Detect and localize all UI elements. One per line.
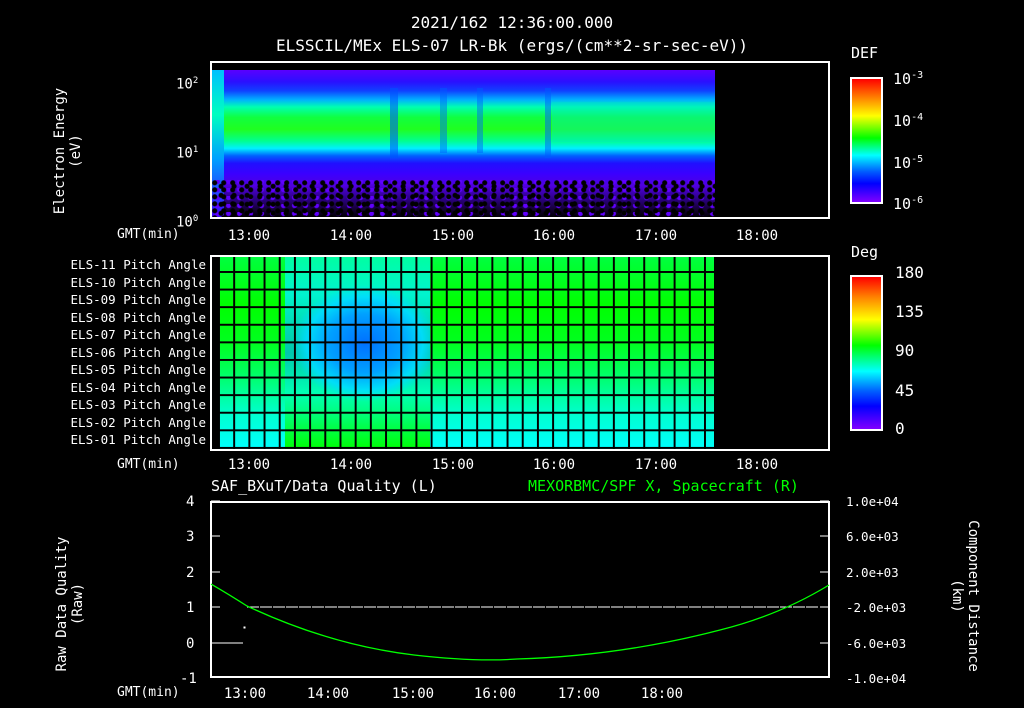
- def-colorbar-label: 10-3: [893, 70, 924, 88]
- spectrogram-dip: [440, 88, 447, 153]
- energy-ytick-1: 100: [176, 214, 199, 231]
- deg-colorbar-title: Deg: [851, 243, 879, 261]
- spectrogram-dip: [477, 88, 483, 153]
- line-xtick: 13:00: [223, 686, 267, 702]
- quality-ytick: 2: [186, 565, 195, 581]
- spf-x-series: [210, 583, 830, 661]
- spectrogram-noise: [212, 180, 715, 218]
- line-xlabel: GMT(min): [117, 685, 180, 700]
- line-xtick: 14:00: [306, 686, 350, 702]
- pitch-plot-frame: [210, 255, 830, 451]
- pitch-xtick: 15:00: [431, 457, 475, 473]
- deg-colorbar-label: 180: [895, 263, 924, 282]
- line-plot-frame[interactable]: [210, 501, 830, 678]
- line-xtick: 17:00: [557, 686, 601, 702]
- energy-ytick-100: 102: [176, 76, 199, 93]
- tick-marks: [211, 500, 829, 644]
- energy-xtick: 16:00: [532, 228, 576, 244]
- quality-ytick: -1: [180, 671, 197, 687]
- distance-ytick: -1.0e+04: [846, 671, 907, 686]
- def-colorbar-label: 10-5: [893, 154, 924, 172]
- deg-colorbar-label: 90: [895, 341, 915, 360]
- pitch-angle-grid: [219, 256, 714, 450]
- quality-title: SAF_BXuT/Data Quality (L): [211, 477, 437, 495]
- energy-plot-frame: [210, 61, 830, 219]
- energy-ytick-10: 101: [176, 145, 199, 162]
- energy-xtick: 18:00: [735, 228, 779, 244]
- def-colorbar-label: 10-4: [893, 112, 924, 130]
- distance-ytick: 6.0e+03: [846, 529, 899, 544]
- line-xtick: 15:00: [391, 686, 435, 702]
- deg-colorbar-label: 0: [895, 419, 905, 438]
- pitch-xlabel: GMT(min): [117, 457, 180, 472]
- distance-ytick: -2.0e+03: [846, 600, 907, 615]
- deg-colorbar-label: 45: [895, 381, 915, 400]
- spectrogram-dip: [545, 88, 551, 158]
- spectrogram-cyan-band: [552, 102, 715, 142]
- quality-ytick: 0: [186, 636, 195, 652]
- energy-xtick: 17:00: [634, 228, 678, 244]
- plot-subtitle: ELSSCIL/MEx ELS-07 LR-Bk (ergs/(cm**2-sr…: [275, 36, 748, 55]
- pitch-xtick: 13:00: [227, 457, 271, 473]
- spectrogram-dip: [390, 88, 398, 158]
- energy-xtick: 15:00: [431, 228, 475, 244]
- pitch-xtick: 18:00: [735, 457, 779, 473]
- spf-x-title: MEXORBMC/SPF X, Spacecraft (R): [528, 477, 799, 495]
- plot-timestamp: 2021/162 12:36:00.000: [410, 13, 614, 32]
- def-colorbar-title: DEF: [851, 44, 879, 62]
- energy-xtick: 14:00: [329, 228, 373, 244]
- deg-colorbar-label: 135: [895, 302, 924, 321]
- distance-ytick: -6.0e+03: [846, 636, 907, 651]
- line-xtick: 16:00: [473, 686, 517, 702]
- distance-ytick: 1.0e+04: [846, 494, 899, 509]
- pitch-xtick: 17:00: [634, 457, 678, 473]
- pitch-xtick: 16:00: [532, 457, 576, 473]
- quality-ytick: 4: [186, 494, 195, 510]
- deg-colorbar: [850, 275, 883, 431]
- distance-ytick: 2.0e+03: [846, 565, 899, 580]
- def-colorbar: [850, 77, 883, 204]
- pitch-xtick: 14:00: [329, 457, 373, 473]
- line-xtick: 18:00: [640, 686, 684, 702]
- quality-ytick: 1: [186, 600, 195, 616]
- energy-xtick: 13:00: [227, 228, 271, 244]
- energy-xlabel: GMT(min): [117, 227, 180, 242]
- quality-ytick: 3: [186, 529, 195, 545]
- def-colorbar-label: 10-6: [893, 195, 924, 213]
- data-quality-series: [220, 606, 819, 644]
- energy-spectrogram-panel: Electron Energy (eV) 102 101 100 GMT(min…: [0, 0, 1024, 244]
